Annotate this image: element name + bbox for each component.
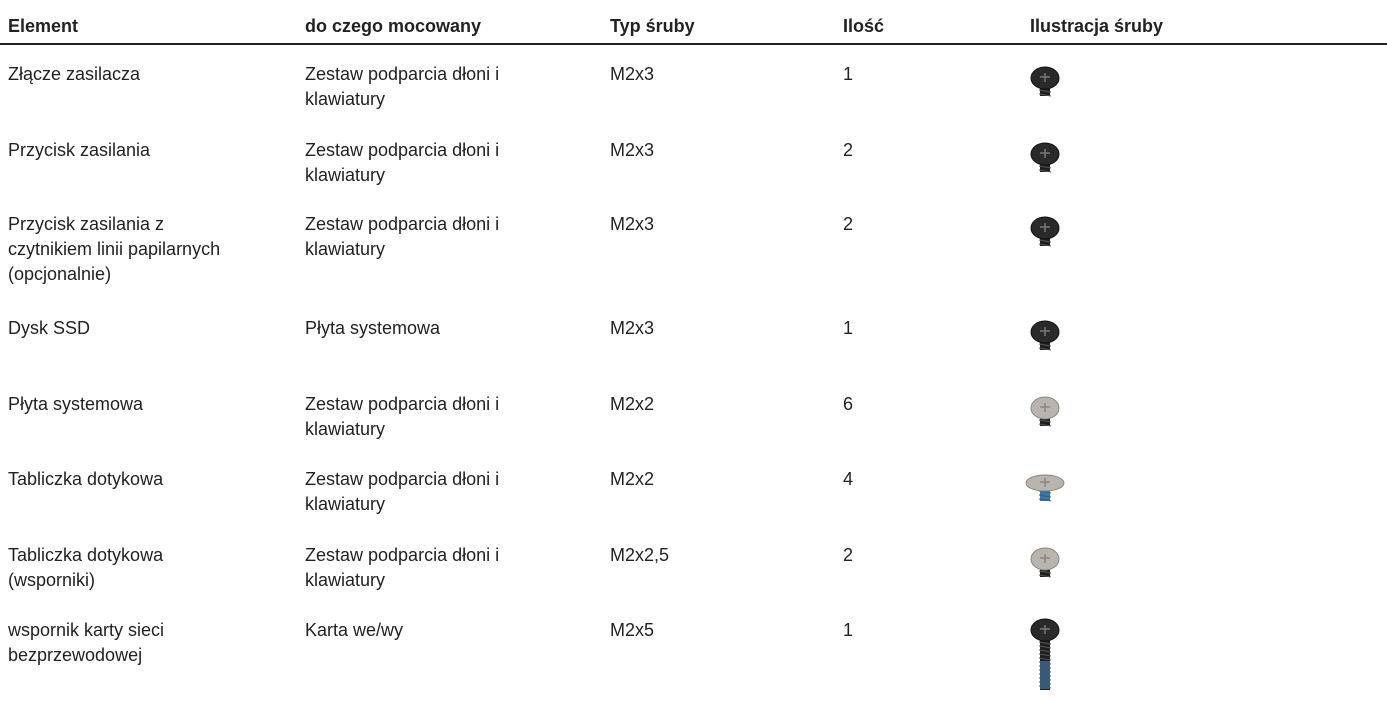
document: Element do czego mocowany Typ śruby Ilość Il… xyxy=(0,0,1387,693)
cell-line: 1 xyxy=(843,618,853,643)
cell-line: klawiatury xyxy=(305,87,499,112)
table-cell: 1 xyxy=(843,62,853,87)
cell-line: M2x5 xyxy=(610,618,654,643)
cell-line: Tabliczka dotykowa xyxy=(8,543,163,568)
cell-line: Złącze zasilacza xyxy=(8,62,140,87)
cell-line: 2 xyxy=(843,212,853,237)
table-cell: M2x2,5 xyxy=(610,543,669,568)
table-cell: Karta we/wy xyxy=(305,618,403,643)
table-cell: M2x3 xyxy=(610,62,654,87)
table-cell: 1 xyxy=(843,618,853,643)
table-cell: Przycisk zasilania zczytnikiem linii pap… xyxy=(8,212,220,287)
cell-line: M2x2,5 xyxy=(610,543,669,568)
cell-line: M2x3 xyxy=(610,212,654,237)
table-cell: 6 xyxy=(843,392,853,417)
cell-line: 2 xyxy=(843,138,853,163)
cell-line: Zestaw podparcia dłoni i xyxy=(305,543,499,568)
cell-line: Przycisk zasilania xyxy=(8,138,150,163)
cell-line: klawiatury xyxy=(305,163,499,188)
cell-line: M2x2 xyxy=(610,392,654,417)
header-cell: Ilość xyxy=(843,14,884,39)
table-cell: M2x2 xyxy=(610,467,654,492)
table-cell: Płyta systemowa xyxy=(305,316,440,341)
cell-line: Karta we/wy xyxy=(305,618,403,643)
screw-illustration xyxy=(1020,318,1070,364)
cell-line: Zestaw podparcia dłoni i xyxy=(305,212,499,237)
table-cell: 2 xyxy=(843,212,853,237)
table-cell: Dysk SSD xyxy=(8,316,90,341)
screw-illustration xyxy=(1020,545,1070,591)
header-cell: Element xyxy=(8,14,78,39)
cell-line: 1 xyxy=(843,62,853,87)
cell-line: Płyta systemowa xyxy=(8,392,143,417)
cell-line: bezprzewodowej xyxy=(8,643,164,668)
screw-illustration xyxy=(1020,214,1070,260)
cell-line: klawiatury xyxy=(305,417,499,442)
cell-line: 6 xyxy=(843,392,853,417)
table-cell: M2x2 xyxy=(610,392,654,417)
table-cell: Zestaw podparcia dłoni iklawiatury xyxy=(305,392,499,442)
table-cell: M2x3 xyxy=(610,316,654,341)
table-cell: Złącze zasilacza xyxy=(8,62,140,87)
cell-line: Dysk SSD xyxy=(8,316,90,341)
screw-illustration xyxy=(1020,140,1070,186)
table-cell: M2x3 xyxy=(610,138,654,163)
table-cell: Tabliczka dotykowa xyxy=(8,467,163,492)
table-header: Element do czego mocowany Typ śruby Ilość Il… xyxy=(0,0,1387,45)
table-cell: M2x5 xyxy=(610,618,654,643)
header-cell: do czego mocowany xyxy=(305,14,481,39)
table-cell: 2 xyxy=(843,138,853,163)
table-cell: Przycisk zasilania xyxy=(8,138,150,163)
cell-line: 4 xyxy=(843,467,853,492)
header-cell: Ilustracja śruby xyxy=(1030,14,1163,39)
cell-line: Zestaw podparcia dłoni i xyxy=(305,138,499,163)
screw-illustration xyxy=(1020,469,1070,515)
cell-line: M2x2 xyxy=(610,467,654,492)
cell-line: M2x3 xyxy=(610,62,654,87)
table-cell: 2 xyxy=(843,543,853,568)
table-cell: Płyta systemowa xyxy=(8,392,143,417)
cell-line: 2 xyxy=(843,543,853,568)
table-cell: M2x3 xyxy=(610,212,654,237)
cell-line: Zestaw podparcia dłoni i xyxy=(305,392,499,417)
cell-line: (wsporniki) xyxy=(8,568,163,593)
cell-line: Przycisk zasilania z xyxy=(8,212,220,237)
screw-illustration xyxy=(1020,64,1070,110)
table-cell: 4 xyxy=(843,467,853,492)
cell-line: Płyta systemowa xyxy=(305,316,440,341)
cell-line: czytnikiem linii papilarnych xyxy=(8,237,220,262)
cell-line: 1 xyxy=(843,316,853,341)
header-cell: Typ śruby xyxy=(610,14,695,39)
cell-line: wspornik karty sieci xyxy=(8,618,164,643)
cell-line: Tabliczka dotykowa xyxy=(8,467,163,492)
cell-line: Zestaw podparcia dłoni i xyxy=(305,467,499,492)
screw-illustration xyxy=(1020,616,1070,702)
cell-line: M2x3 xyxy=(610,138,654,163)
cell-line: Zestaw podparcia dłoni i xyxy=(305,62,499,87)
screw-illustration xyxy=(1020,394,1070,440)
cell-line: klawiatury xyxy=(305,492,499,517)
table-cell: 1 xyxy=(843,316,853,341)
cell-line: M2x3 xyxy=(610,316,654,341)
cell-line: klawiatury xyxy=(305,568,499,593)
table-cell: Tabliczka dotykowa(wsporniki) xyxy=(8,543,163,593)
cell-line: klawiatury xyxy=(305,237,499,262)
cell-line: (opcjonalnie) xyxy=(8,262,220,287)
